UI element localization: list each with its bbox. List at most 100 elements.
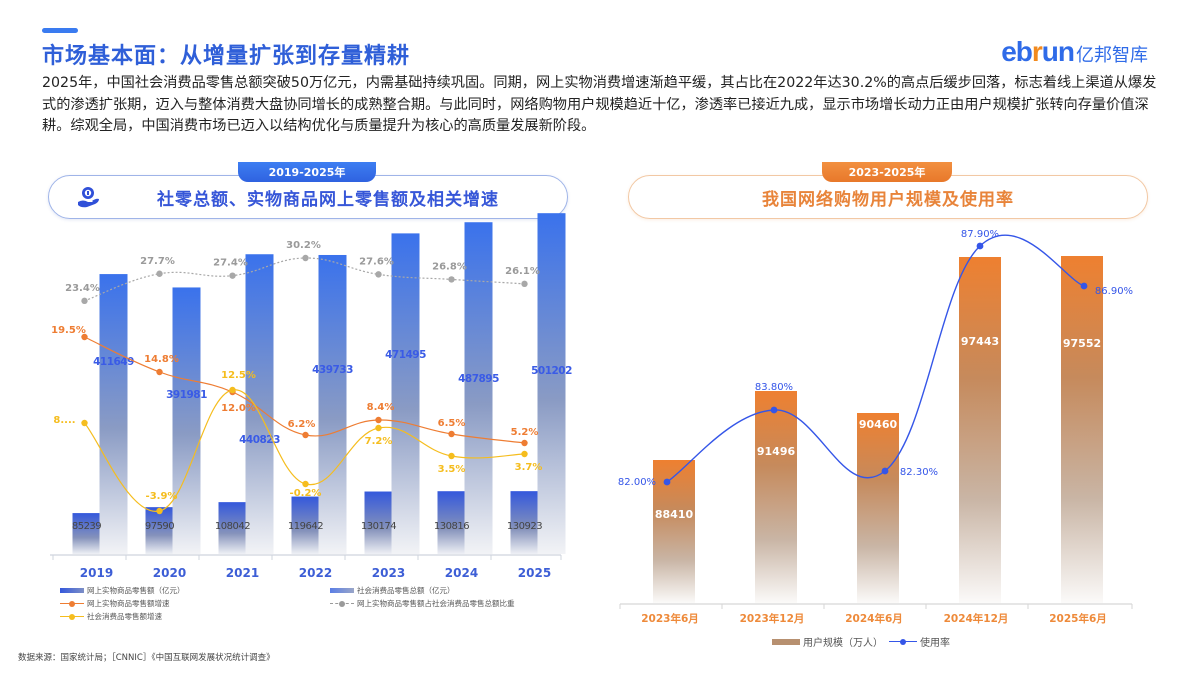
bar-online-retail <box>218 502 246 554</box>
svg-text:6.2%: 6.2% <box>288 419 316 430</box>
svg-text:440823: 440823 <box>239 434 280 446</box>
svg-text:12.0%: 12.0% <box>221 403 256 414</box>
svg-text:471495: 471495 <box>385 349 426 361</box>
legend-online-growth: 网上实物商品零售额增速 <box>60 598 170 609</box>
x-axis-tick-label: 2025 <box>518 566 551 580</box>
svg-text:26.8%: 26.8% <box>432 261 467 272</box>
legend-line-swatch <box>330 600 354 608</box>
legend-line-swatch <box>60 613 84 621</box>
legend-total-retail: 社会消费品零售总额（亿元） <box>330 585 455 596</box>
data-source-note: 数据来源：国家统计局；［CNNIC］《中国互联网发展状况统计调查》 <box>18 653 275 663</box>
svg-text:3.7%: 3.7% <box>515 462 543 473</box>
svg-text:85239: 85239 <box>72 521 101 532</box>
legend-line-swatch <box>889 638 917 646</box>
bar-user-scale <box>857 413 899 603</box>
x-axis-tick-label: 2022 <box>299 566 332 580</box>
x-axis-tick-label: 2023年6月 <box>641 612 699 625</box>
x-axis-tick-label: 2023 <box>372 566 405 580</box>
svg-text:130174: 130174 <box>361 521 396 532</box>
x-axis-tick-label: 2024年12月 <box>944 612 1009 625</box>
legend-online-share: 网上实物商品零售额占社会消费品零售总额比重 <box>330 598 515 609</box>
svg-text:23.4%: 23.4% <box>65 283 100 294</box>
bar-user-scale <box>755 391 797 603</box>
svg-text:82.00%: 82.00% <box>618 477 656 488</box>
svg-text:82.30%: 82.30% <box>900 467 938 478</box>
bar-online-retail <box>72 513 100 554</box>
right-chart-legend: 用户规模（万人） 使用率 <box>772 634 950 649</box>
svg-text:8....: 8.... <box>53 415 75 426</box>
svg-text:8.4%: 8.4% <box>367 402 395 413</box>
svg-text:26.1%: 26.1% <box>505 266 540 277</box>
bar-total-retail <box>318 254 347 554</box>
svg-text:119642: 119642 <box>288 521 323 532</box>
right-chart-title: 我国网络购物用户规模及使用率 <box>762 189 1014 210</box>
svg-text:27.6%: 27.6% <box>359 256 394 267</box>
left-chart: 85239 411649 2019 97590 391981 2020 108042 4408… <box>50 213 573 580</box>
bar-total-retail <box>391 233 420 554</box>
left-period-tab: 2019-2025年 <box>238 162 376 182</box>
svg-text:86.90%: 86.90% <box>1095 286 1133 297</box>
svg-text:501202: 501202 <box>531 365 572 377</box>
svg-text:108042: 108042 <box>215 521 250 532</box>
bar-online-retail <box>291 496 319 554</box>
svg-text:97443: 97443 <box>961 335 999 348</box>
legend-bar-swatch <box>330 588 354 593</box>
svg-text:5.2%: 5.2% <box>511 427 539 438</box>
bar-online-retail <box>510 491 538 554</box>
x-axis-tick-label: 2023年12月 <box>740 612 805 625</box>
svg-text:88410: 88410 <box>655 508 694 521</box>
hand-coin-icon <box>78 187 99 208</box>
bar-total-retail <box>99 274 128 554</box>
svg-text:91496: 91496 <box>757 445 796 458</box>
page-title: 市场基本面：从增量扩张到存量精耕 <box>42 44 411 69</box>
svg-text:-3.9%: -3.9% <box>146 491 178 502</box>
svg-text:14.8%: 14.8% <box>144 354 179 365</box>
right-chart: 88410 2023年6月 91496 2023年12月 90460 2024年6月 974… <box>618 229 1133 625</box>
svg-text:97590: 97590 <box>145 521 174 532</box>
svg-text:19.5%: 19.5% <box>51 325 86 336</box>
x-axis-tick-label: 2025年6月 <box>1049 612 1107 625</box>
svg-text:27.4%: 27.4% <box>213 258 248 269</box>
x-axis-tick-label: 2024 <box>445 566 478 580</box>
x-axis-tick-label: 2024年6月 <box>845 612 903 625</box>
legend-retail-growth: 社会消费品零售额增速 <box>60 611 162 622</box>
bar-total-retail <box>464 222 493 555</box>
left-chart-title: 社零总额、实物商品网上零售额及相关增速 <box>157 189 499 210</box>
title-accent-bar <box>42 28 78 33</box>
legend-online-retail: 网上实物商品零售额（亿元） <box>60 585 185 596</box>
svg-text:6.5%: 6.5% <box>438 418 466 429</box>
right-period-tab: 2023-2025年 <box>822 162 952 182</box>
bar-online-retail <box>437 491 465 554</box>
svg-text:130816: 130816 <box>434 521 469 532</box>
svg-text:87.90%: 87.90% <box>961 229 999 240</box>
legend-bar-swatch <box>60 588 84 593</box>
bar-total-retail <box>172 287 201 554</box>
svg-text:7.2%: 7.2% <box>365 436 393 447</box>
svg-text:439733: 439733 <box>312 364 353 376</box>
svg-text:3.5%: 3.5% <box>438 464 466 475</box>
svg-text:411649: 411649 <box>93 356 134 368</box>
svg-text:90460: 90460 <box>859 418 898 431</box>
svg-text:27.7%: 27.7% <box>140 256 175 267</box>
legend-bar-swatch <box>772 638 800 645</box>
svg-text:83.80%: 83.80% <box>755 382 793 393</box>
logo-chinese: 亿邦智库 <box>1076 45 1148 66</box>
svg-text:-0.2%: -0.2% <box>290 488 322 499</box>
legend-line-swatch <box>60 600 84 608</box>
svg-text:487895: 487895 <box>458 373 499 385</box>
bar-online-retail <box>145 507 173 554</box>
bar-user-scale <box>959 257 1001 603</box>
svg-text:391981: 391981 <box>166 389 207 401</box>
intro-paragraph: 2025年，中国社会消费品零售总额突破50万亿元，内需基础持续巩固。同期，网上实… <box>42 75 1157 134</box>
ebrun-logo: ebrun 亿邦智库 <box>1001 36 1148 68</box>
bar-user-scale <box>1061 256 1103 603</box>
bar-total-retail <box>245 254 274 554</box>
bar-online-retail <box>364 491 392 554</box>
svg-text:12.5%: 12.5% <box>221 370 256 381</box>
bar-total-retail <box>537 213 566 555</box>
x-axis-tick-label: 2021 <box>226 566 259 580</box>
logo-wordmark: ebrun <box>1001 36 1075 67</box>
bar-user-scale <box>653 460 695 603</box>
svg-text:130923: 130923 <box>507 521 542 532</box>
